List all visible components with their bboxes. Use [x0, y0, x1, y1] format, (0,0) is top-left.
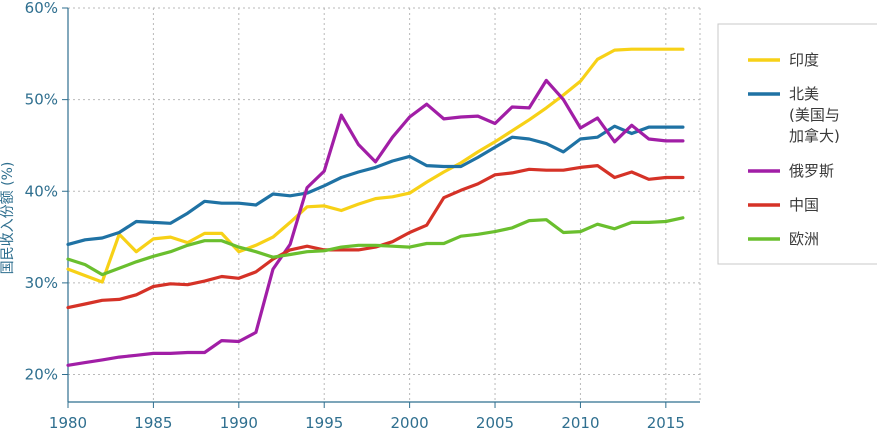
- y-tick-label: 40%: [25, 182, 58, 200]
- legend-label: 印度: [789, 51, 819, 69]
- legend-label: 加拿大): [789, 127, 840, 145]
- legend-label: (美国与: [789, 106, 840, 124]
- legend-label: 北美: [789, 85, 819, 103]
- series-line: [66, 47, 685, 284]
- legend-box: [717, 23, 877, 265]
- y-tick-label: 20%: [25, 366, 58, 384]
- axes: [62, 7, 700, 408]
- series-line: [66, 164, 685, 310]
- y-tick-label: 60%: [25, 0, 58, 17]
- y-axis-label: 国民收入份额 (%): [0, 162, 16, 275]
- series-line: [66, 78, 685, 367]
- x-tick-label: 2000: [391, 414, 429, 432]
- tick-labels: 1980 1985 1990 1995 2000 2005 2010 2015 20% 30% 40…: [25, 0, 685, 432]
- y-tick-label: 50%: [25, 91, 58, 109]
- x-tick-label: 2005: [476, 414, 514, 432]
- legend-item: 中国: [748, 196, 819, 214]
- y-tick-label: 30%: [25, 274, 58, 292]
- x-tick-label: 2010: [561, 414, 599, 432]
- legend-item: 印度: [748, 51, 819, 69]
- x-tick-label: 1990: [220, 414, 258, 432]
- legend-label: 俄罗斯: [789, 162, 834, 180]
- series-lines: [66, 47, 685, 367]
- x-tick-label: 1995: [305, 414, 343, 432]
- x-tick-label: 2015: [647, 414, 685, 432]
- legend-label: 欧洲: [789, 230, 819, 248]
- legend-label: 中国: [789, 196, 819, 214]
- series-line: [66, 216, 685, 277]
- x-tick-label: 1980: [49, 414, 87, 432]
- grid: [68, 7, 701, 402]
- series-line: [66, 124, 685, 246]
- legend-item: 欧洲: [748, 230, 819, 248]
- legend-item: 俄罗斯: [748, 162, 834, 180]
- x-tick-label: 1985: [134, 414, 172, 432]
